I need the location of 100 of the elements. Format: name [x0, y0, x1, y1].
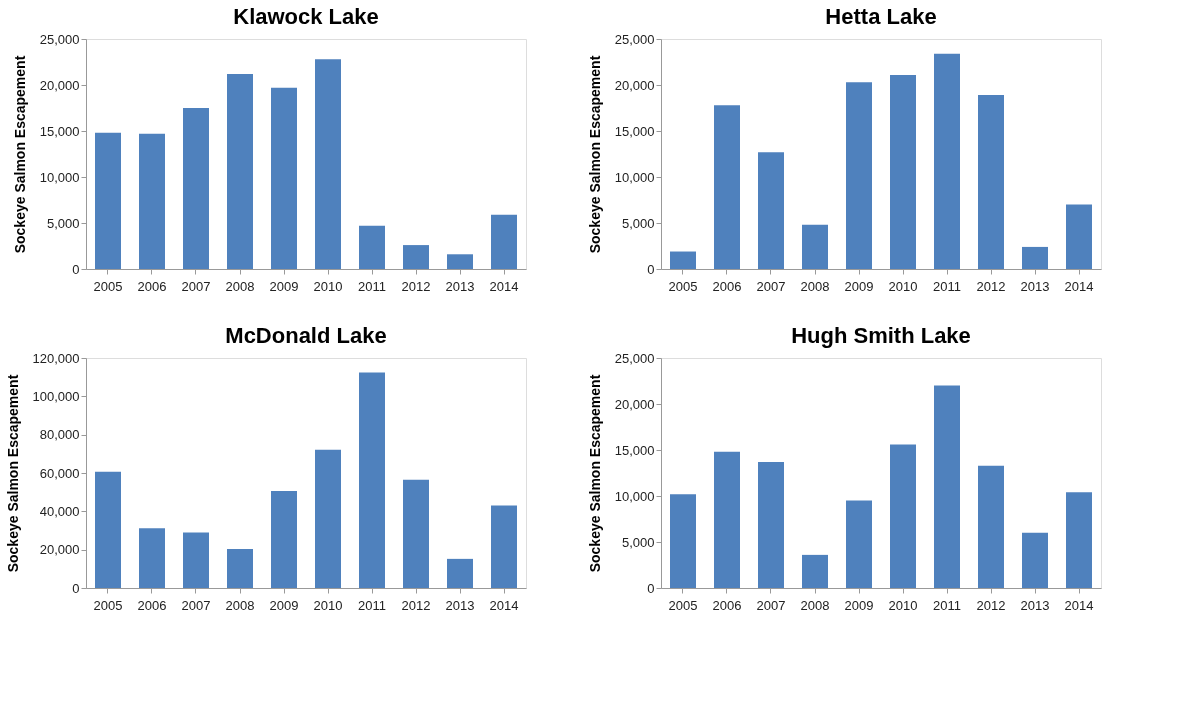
y-tick-label: 15,000: [39, 123, 80, 139]
y-tick-label: 10,000: [39, 169, 80, 185]
chart-title: McDonald Lake: [225, 323, 387, 348]
bar: [315, 59, 341, 269]
bar: [714, 105, 740, 269]
x-tick-label: 2007: [756, 278, 786, 294]
x-tick-label: 2006: [137, 278, 167, 294]
bar: [183, 108, 209, 269]
bar: [271, 87, 297, 269]
x-tick-label: 2008: [225, 278, 255, 294]
bar: [403, 245, 429, 269]
x-tick-label: 2008: [225, 597, 255, 613]
x-tick-label: 2012: [976, 597, 1006, 613]
y-tick-label: 40,000: [39, 503, 80, 519]
bar: [934, 53, 960, 269]
y-tick-label: 25,000: [614, 350, 655, 366]
bar: [846, 500, 872, 588]
bar: [1022, 532, 1048, 588]
bar: [934, 385, 960, 588]
chart-title: Klawock Lake: [233, 4, 379, 29]
x-tick-label: 2013: [445, 278, 475, 294]
y-axis-title: Sockeye Salmon Escapement: [4, 374, 21, 573]
y-axis-title: Sockeye Salmon Escapement: [11, 55, 28, 254]
x-tick-label: 2010: [888, 278, 918, 294]
x-tick-label: 2014: [1064, 597, 1094, 613]
x-tick-label: 2005: [668, 597, 698, 613]
x-tick-label: 2006: [712, 597, 742, 613]
x-tick-label: 2010: [313, 278, 343, 294]
y-tick-label: 5,000: [46, 215, 80, 231]
x-tick-label: 2011: [358, 597, 386, 613]
bar: [846, 82, 872, 269]
bar: [890, 74, 916, 269]
y-tick-label: 20,000: [39, 542, 80, 558]
x-tick-label: 2008: [800, 597, 830, 613]
bar: [227, 73, 253, 269]
bar: [802, 224, 828, 269]
bar: [359, 372, 385, 588]
bar: [758, 461, 784, 588]
x-tick-label: 2009: [269, 278, 299, 294]
bar: [758, 152, 784, 269]
y-tick-label: 120,000: [32, 350, 80, 366]
y-tick-label: 80,000: [39, 427, 80, 443]
x-tick-label: 2005: [668, 278, 698, 294]
y-tick-label: 15,000: [614, 442, 655, 458]
bar: [491, 214, 517, 269]
x-tick-label: 2012: [401, 597, 431, 613]
bar: [1066, 204, 1092, 269]
x-tick-label: 2007: [181, 597, 211, 613]
bar: [183, 532, 209, 588]
y-tick-label: 60,000: [39, 465, 80, 481]
bar: [491, 505, 517, 588]
y-tick-label: 5,000: [621, 215, 655, 231]
bar: [271, 491, 297, 588]
y-tick-label: 25,000: [614, 31, 655, 47]
x-tick-label: 2007: [756, 597, 786, 613]
y-tick-label: 15,000: [614, 123, 655, 139]
bar: [227, 548, 253, 588]
bar: [670, 251, 696, 269]
bar: [403, 479, 429, 588]
y-tick-label: 25,000: [39, 31, 80, 47]
y-tick-label: 20,000: [614, 77, 655, 93]
bar: [670, 494, 696, 588]
x-tick-label: 2009: [844, 278, 874, 294]
x-tick-label: 2012: [976, 278, 1006, 294]
x-tick-label: 2014: [489, 597, 519, 613]
x-tick-label: 2010: [313, 597, 343, 613]
x-tick-label: 2011: [933, 597, 961, 613]
bar: [359, 225, 385, 269]
chart-title: Hugh Smith Lake: [791, 323, 971, 348]
x-tick-label: 2011: [358, 278, 386, 294]
bar: [95, 132, 121, 269]
y-tick-label: 20,000: [614, 396, 655, 412]
x-tick-label: 2011: [933, 278, 961, 294]
x-tick-label: 2014: [1064, 278, 1094, 294]
x-tick-label: 2013: [445, 597, 475, 613]
bar: [447, 558, 473, 588]
y-tick-label: 100,000: [32, 388, 80, 404]
x-tick-label: 2008: [800, 278, 830, 294]
x-tick-label: 2005: [93, 597, 123, 613]
x-tick-label: 2013: [1020, 597, 1050, 613]
x-tick-label: 2010: [888, 597, 918, 613]
chart-title: Hetta Lake: [825, 4, 937, 29]
bar: [978, 465, 1004, 588]
bar: [802, 554, 828, 588]
bar: [315, 449, 341, 588]
bar: [1022, 246, 1048, 269]
y-tick-label: 10,000: [614, 488, 655, 504]
x-tick-label: 2006: [137, 597, 167, 613]
x-tick-label: 2009: [269, 597, 299, 613]
bar: [714, 451, 740, 588]
bar: [447, 254, 473, 269]
y-tick-label: 20,000: [39, 77, 80, 93]
y-tick-label: 5,000: [621, 534, 655, 550]
bar: [890, 444, 916, 588]
y-axis-title: Sockeye Salmon Escapement: [586, 374, 603, 573]
x-tick-label: 2013: [1020, 278, 1050, 294]
bar: [978, 95, 1004, 269]
x-tick-label: 2007: [181, 278, 211, 294]
bar: [95, 471, 121, 588]
x-tick-label: 2009: [844, 597, 874, 613]
